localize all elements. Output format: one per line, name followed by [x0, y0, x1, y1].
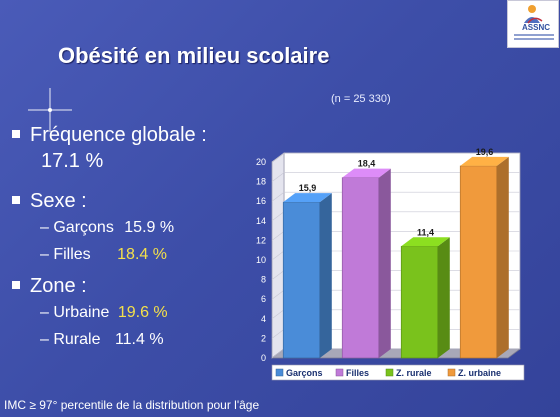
- legend-label: Garçons: [286, 368, 323, 378]
- y-tick-label: 14: [256, 216, 266, 226]
- bar-gar-ons: [282, 201, 321, 359]
- y-tick-label: 4: [261, 314, 266, 324]
- filles-label: – Filles: [40, 246, 91, 263]
- garcons-label: – Garçons: [40, 219, 114, 236]
- assnc-logo: ASSNC: [507, 0, 559, 48]
- garcons-row: – Garçons 15.9 %: [40, 219, 174, 237]
- sparkle-icon: [28, 88, 72, 132]
- gridline: [271, 172, 285, 182]
- gridline: [271, 152, 285, 163]
- bar-filles: [341, 177, 380, 359]
- bullet-square-icon: [12, 280, 20, 289]
- y-tick-label: 0: [261, 353, 266, 363]
- bar-side-face: [319, 193, 332, 358]
- bar-side-face: [496, 156, 509, 358]
- gridline: [271, 250, 285, 261]
- logo-name: ASSNC: [522, 23, 551, 32]
- bullet-square-icon: [12, 129, 20, 138]
- bar-side-face: [378, 168, 391, 358]
- bar-chart: 0 2 4 6 8 10 12 14 16 18 20 15,9 18,4 11,4 19,6 Garçons…: [256, 148, 525, 381]
- y-tick-label: 18: [256, 177, 266, 187]
- gridline: [271, 231, 285, 241]
- legend-label: Filles: [346, 368, 369, 378]
- logo-tagline: [514, 34, 554, 42]
- chart-legend: Garçons Filles Z. rurale Z. urbaine: [271, 364, 525, 381]
- sample-size: (n = 25 330): [331, 93, 391, 105]
- frequence-value: 17.1 %: [41, 150, 104, 172]
- rurale-row: – Rurale 11.4 %: [40, 331, 164, 349]
- bullet-square-icon: [12, 195, 20, 204]
- bullet-sexe: Sexe :: [12, 190, 87, 213]
- slide-title: Obésité en milieu scolaire: [58, 43, 330, 68]
- legend-box: [271, 364, 525, 381]
- filles-row: – Filles 18.4 %: [40, 246, 167, 264]
- legend-swatch: [385, 368, 394, 377]
- zone-label: Zone :: [30, 275, 87, 297]
- bar-top-face: [401, 237, 450, 247]
- gridline: [271, 329, 285, 339]
- y-tick-label: 8: [261, 275, 266, 285]
- frequence-label: Fréquence globale :: [30, 124, 207, 146]
- rurale-value: 11.4 %: [114, 331, 164, 348]
- garcons-value: 15.9 %: [124, 219, 175, 236]
- y-tick-label: 6: [261, 294, 266, 304]
- y-tick-label: 10: [256, 255, 266, 265]
- data-label: 18,4: [358, 159, 376, 169]
- data-label: 19,6: [476, 148, 494, 157]
- gridline: [271, 348, 285, 359]
- bar-z-rurale: [400, 245, 439, 359]
- bar-side-face: [437, 237, 450, 358]
- rurale-label: – Rurale: [40, 331, 101, 348]
- bar-top-face: [460, 156, 509, 166]
- gridline: [271, 191, 285, 202]
- bar-z-urbaine: [459, 165, 498, 359]
- bullet-frequence: Fréquence globale :: [12, 124, 207, 147]
- footnote: IMC ≥ 97° percentile de la distribution …: [4, 398, 260, 412]
- data-label: 11,4: [417, 227, 434, 237]
- legend-swatch: [275, 368, 284, 377]
- logo-figure-icon: [524, 5, 543, 24]
- bar-top-face: [342, 168, 391, 178]
- urbaine-value: 19.6 %: [117, 304, 168, 321]
- data-label: 15,9: [299, 183, 317, 193]
- sexe-label: Sexe :: [30, 190, 87, 212]
- y-tick-label: 20: [256, 157, 266, 167]
- bullet-zone: Zone :: [12, 275, 87, 298]
- gridline: [271, 309, 285, 320]
- urbaine-label: – Urbaine: [40, 304, 110, 321]
- legend-label: Z. rurale: [396, 368, 432, 378]
- legend-swatch: [335, 368, 344, 377]
- gridline: [271, 211, 285, 222]
- gridline: [271, 270, 285, 280]
- legend-swatch: [447, 368, 456, 377]
- y-tick-label: 12: [256, 235, 266, 245]
- gridline: [271, 289, 285, 300]
- bar-top-face: [283, 193, 332, 203]
- y-tick-label: 2: [261, 333, 266, 343]
- legend-label: Z. urbaine: [458, 368, 501, 378]
- y-tick-label: 16: [256, 196, 266, 206]
- filles-value: 18.4 %: [117, 246, 167, 263]
- urbaine-row: – Urbaine 19.6 %: [40, 304, 168, 322]
